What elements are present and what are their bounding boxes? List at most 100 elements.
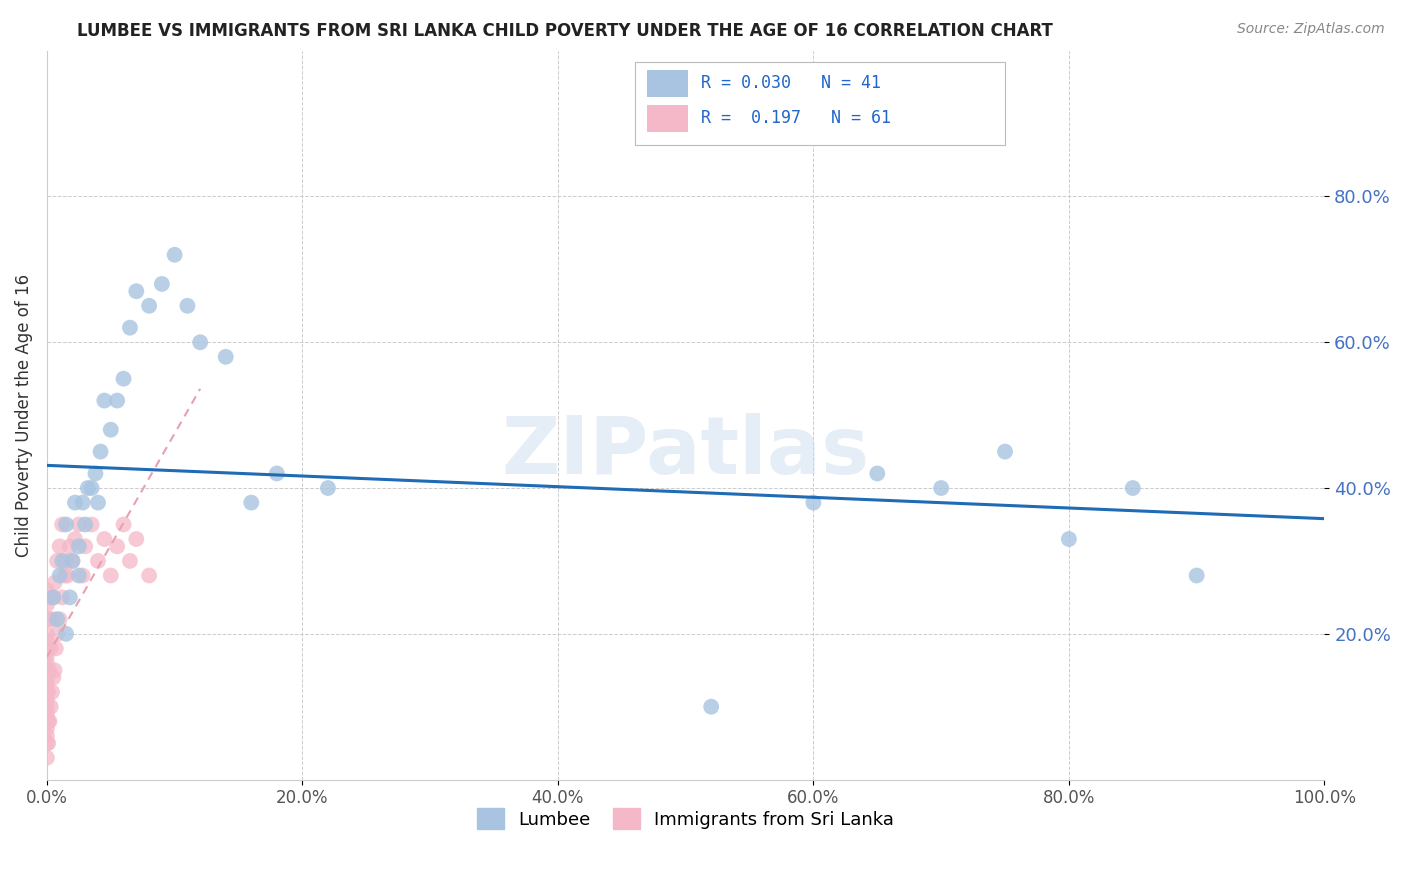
Point xyxy=(93,532,115,546)
Point xyxy=(35,663,58,677)
Point xyxy=(51,554,73,568)
Point xyxy=(118,554,141,568)
Point xyxy=(994,444,1017,458)
Point xyxy=(37,736,59,750)
Point xyxy=(37,714,59,729)
Point xyxy=(138,568,160,582)
Point xyxy=(35,641,58,656)
Point xyxy=(48,568,70,582)
Point xyxy=(41,685,63,699)
Y-axis label: Child Poverty Under the Age of 16: Child Poverty Under the Age of 16 xyxy=(15,274,32,557)
Point xyxy=(90,444,112,458)
Text: LUMBEE VS IMMIGRANTS FROM SRI LANKA CHILD POVERTY UNDER THE AGE OF 16 CORRELATIO: LUMBEE VS IMMIGRANTS FROM SRI LANKA CHIL… xyxy=(77,22,1053,40)
Text: R = 0.030   N = 41: R = 0.030 N = 41 xyxy=(702,74,882,93)
Point xyxy=(75,517,97,532)
Point xyxy=(38,612,60,626)
Point xyxy=(35,729,58,743)
Point xyxy=(80,481,103,495)
Point xyxy=(125,284,148,298)
Point xyxy=(46,627,69,641)
Point xyxy=(84,467,107,481)
Point xyxy=(55,517,77,532)
Point xyxy=(105,540,128,554)
Point xyxy=(176,299,198,313)
Point xyxy=(93,393,115,408)
Point xyxy=(59,591,82,605)
Point xyxy=(44,575,66,590)
Text: R =  0.197   N = 61: R = 0.197 N = 61 xyxy=(702,110,891,128)
Point xyxy=(316,481,339,495)
Point xyxy=(45,641,67,656)
Point xyxy=(266,467,288,481)
Point xyxy=(37,591,59,605)
FancyBboxPatch shape xyxy=(634,62,1005,145)
Point xyxy=(35,750,58,764)
Point xyxy=(118,320,141,334)
Point xyxy=(100,568,122,582)
Point xyxy=(866,467,889,481)
Point xyxy=(55,627,77,641)
Point xyxy=(87,495,110,509)
Point xyxy=(42,591,65,605)
Point xyxy=(37,685,59,699)
Point xyxy=(51,517,73,532)
Point xyxy=(72,495,94,509)
Point xyxy=(1057,532,1080,546)
Point xyxy=(35,685,58,699)
Point xyxy=(35,722,58,736)
Point xyxy=(35,736,58,750)
Point xyxy=(35,656,58,670)
Point xyxy=(48,612,70,626)
Point xyxy=(35,627,58,641)
Point xyxy=(35,634,58,648)
FancyBboxPatch shape xyxy=(647,70,688,97)
Point xyxy=(48,540,70,554)
Point xyxy=(35,714,58,729)
Point xyxy=(112,372,135,386)
Point xyxy=(35,598,58,612)
Point xyxy=(67,517,90,532)
Point xyxy=(59,540,82,554)
Point xyxy=(35,648,58,663)
Point xyxy=(37,641,59,656)
Point xyxy=(67,568,90,582)
Point xyxy=(46,554,69,568)
Point xyxy=(215,350,238,364)
Point xyxy=(55,554,77,568)
Text: Source: ZipAtlas.com: Source: ZipAtlas.com xyxy=(1237,22,1385,37)
Point xyxy=(76,481,98,495)
Point xyxy=(87,554,110,568)
Point xyxy=(72,568,94,582)
Point xyxy=(188,335,211,350)
Point xyxy=(38,663,60,677)
Point xyxy=(62,554,84,568)
Point xyxy=(35,699,58,714)
Point xyxy=(51,591,73,605)
Point xyxy=(42,671,65,685)
Point xyxy=(56,568,79,582)
Point xyxy=(63,495,86,509)
Point xyxy=(125,532,148,546)
Point xyxy=(138,299,160,313)
Point xyxy=(67,540,90,554)
Point xyxy=(38,714,60,729)
Text: ZIPatlas: ZIPatlas xyxy=(502,413,870,491)
Point xyxy=(46,612,69,626)
Point xyxy=(240,495,263,509)
Point xyxy=(63,532,86,546)
Point xyxy=(41,612,63,626)
Point xyxy=(53,568,76,582)
Point xyxy=(80,517,103,532)
Point xyxy=(62,554,84,568)
Point xyxy=(39,641,62,656)
Point xyxy=(35,678,58,692)
Point xyxy=(44,663,66,677)
Point xyxy=(39,699,62,714)
Point xyxy=(163,248,186,262)
Point xyxy=(35,612,58,626)
Point xyxy=(105,393,128,408)
Point xyxy=(112,517,135,532)
Point xyxy=(75,540,97,554)
Point xyxy=(700,699,723,714)
Point xyxy=(100,423,122,437)
